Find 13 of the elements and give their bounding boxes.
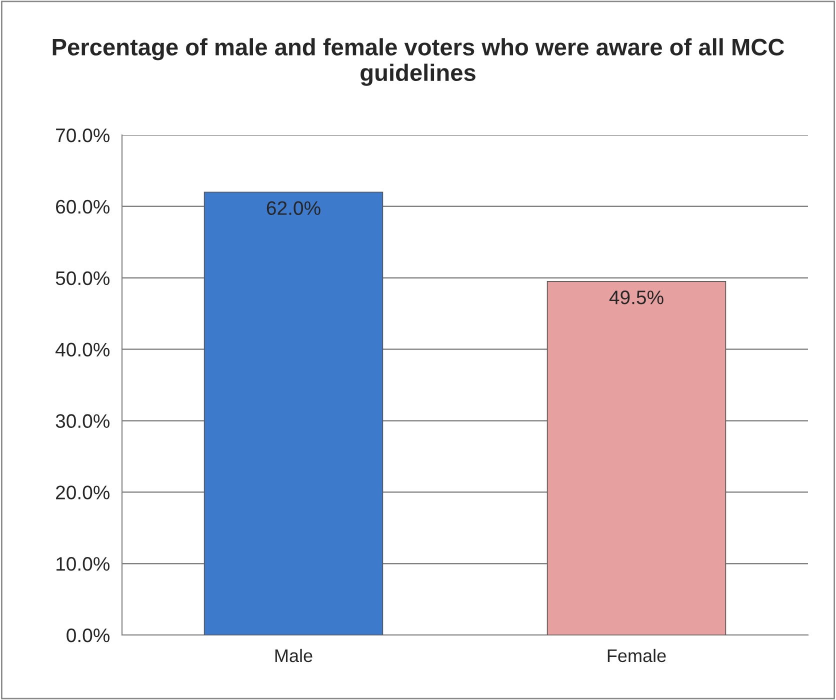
- y-tick-label: 10.0%: [56, 557, 110, 571]
- data-label: 49.5%: [609, 290, 664, 304]
- y-tick-label: 50.0%: [56, 271, 110, 286]
- y-tick-label: 60.0%: [56, 200, 110, 214]
- y-tick-label: 30.0%: [56, 414, 110, 428]
- data-label: 62.0%: [266, 201, 320, 215]
- y-tick-label: 0.0%: [66, 628, 110, 642]
- y-tick-label: 20.0%: [56, 486, 110, 500]
- x-tick-label: Female: [608, 648, 666, 662]
- x-tick-label: Male: [275, 648, 312, 662]
- y-tick-label: 70.0%: [56, 128, 110, 142]
- y-tick-label: 40.0%: [56, 342, 110, 357]
- chart-title: Percentage of male and female voters who were aware of all MCC guidelines: [52, 38, 784, 86]
